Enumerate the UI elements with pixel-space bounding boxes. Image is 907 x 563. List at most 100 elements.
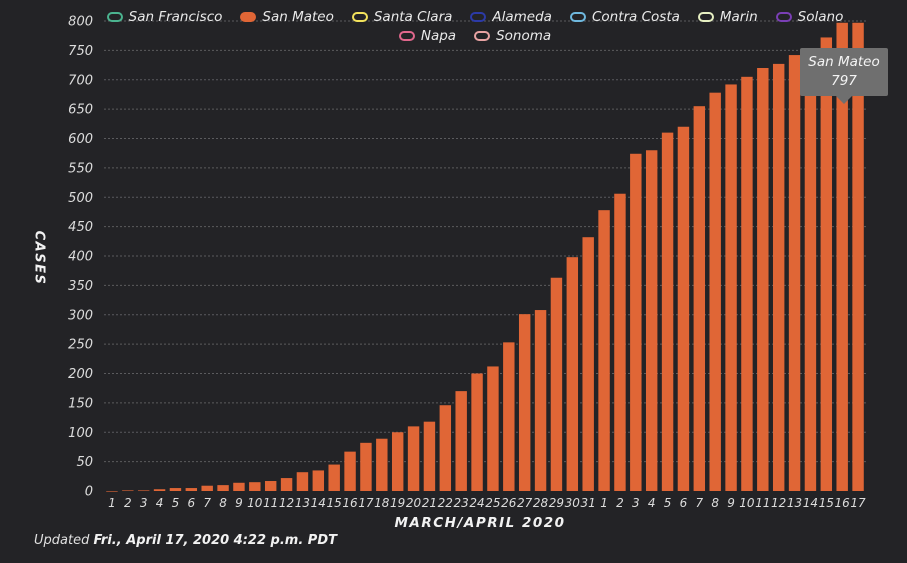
x-tick-label: 16: [342, 496, 358, 510]
bar[interactable]: [725, 84, 737, 491]
legend: San Francisco San Mateo Santa Clara Alameda…: [95, 9, 855, 44]
x-tick-label: 7: [203, 496, 211, 510]
x-tick-label: 27: [517, 496, 533, 510]
x-tick-label: 1: [600, 496, 608, 510]
bar[interactable]: [503, 342, 515, 491]
y-tick-label: 450: [68, 220, 93, 235]
x-tick-label: 17: [850, 496, 866, 510]
x-tick-label: 18: [374, 496, 390, 510]
x-tick-label: 9: [235, 496, 243, 510]
legend-swatch: [470, 12, 487, 22]
legend-item-contra-costa[interactable]: Contra Costa: [569, 9, 680, 25]
x-tick-label: 25: [485, 496, 500, 510]
legend-label: Alameda: [492, 9, 552, 25]
bar[interactable]: [280, 478, 293, 491]
bar[interactable]: [804, 49, 817, 491]
bar[interactable]: [788, 55, 801, 491]
bar[interactable]: [201, 485, 213, 491]
bar[interactable]: [582, 237, 594, 491]
bar[interactable]: [630, 153, 642, 491]
bar[interactable]: [709, 92, 721, 492]
bar[interactable]: [122, 490, 134, 492]
legend-item-sonoma[interactable]: Sonoma: [474, 28, 551, 44]
bar[interactable]: [360, 442, 372, 491]
gridlines: [104, 20, 866, 463]
legend-item-solano[interactable]: Solano: [775, 9, 844, 25]
bar[interactable]: [455, 391, 467, 491]
y-tick-label: 200: [68, 367, 93, 382]
x-tick-label: 14: [311, 496, 326, 510]
legend-item-alameda[interactable]: Alameda: [470, 9, 552, 25]
x-tick-label: 11: [755, 496, 770, 510]
bar[interactable]: [471, 373, 483, 492]
x-tick-label: 14: [803, 496, 818, 510]
x-axis-label: MARCH/APRIL 2020: [394, 515, 566, 531]
x-tick-label: 9: [727, 496, 735, 510]
x-tick-label: 4: [648, 496, 656, 510]
bar[interactable]: [661, 132, 674, 491]
bar[interactable]: [217, 485, 229, 491]
y-tick-label: 500: [68, 191, 93, 206]
bar[interactable]: [344, 451, 356, 491]
updated-prefix: Updated: [34, 533, 90, 548]
bar[interactable]: [487, 366, 499, 491]
bar[interactable]: [598, 210, 610, 492]
x-tick-label: 2: [124, 496, 132, 510]
bar[interactable]: [757, 68, 769, 491]
legend-swatch: [775, 12, 792, 22]
tooltip-value: 797: [831, 73, 857, 89]
x-tick-label: 31: [581, 496, 596, 510]
legend-item-napa[interactable]: Napa: [398, 28, 456, 44]
bar[interactable]: [836, 22, 848, 491]
bar[interactable]: [677, 126, 690, 491]
legend-swatch: [351, 12, 368, 22]
bar[interactable]: [264, 481, 277, 491]
legend-item-san-francisco[interactable]: San Francisco: [106, 9, 222, 25]
bar[interactable]: [153, 489, 166, 491]
bar[interactable]: [137, 490, 150, 492]
legend-swatch: [697, 12, 714, 22]
bar[interactable]: [423, 421, 436, 491]
y-tick-label: 650: [68, 103, 93, 118]
bar[interactable]: [312, 470, 325, 491]
x-tick-label: 24: [469, 496, 484, 510]
legend-item-san-mateo[interactable]: San Mateo: [240, 9, 334, 25]
bar[interactable]: [693, 106, 706, 491]
x-tick-label: 15: [327, 496, 342, 510]
y-tick-label: 100: [68, 426, 93, 441]
y-tick-label: 400: [68, 250, 93, 265]
bar[interactable]: [439, 405, 452, 491]
x-tick-label: 28: [533, 496, 549, 510]
bar[interactable]: [772, 63, 785, 491]
bar[interactable]: [820, 37, 833, 491]
x-tick-label: 23: [454, 496, 469, 510]
bar[interactable]: [407, 426, 420, 491]
updated-date: Fri., April 17, 2020 4:22 p.m. PDT: [93, 533, 337, 548]
bar[interactable]: [106, 491, 118, 492]
bar[interactable]: [852, 22, 864, 491]
bar[interactable]: [249, 482, 261, 491]
bar[interactable]: [741, 76, 753, 491]
bar[interactable]: [550, 277, 563, 491]
legend-item-marin[interactable]: Marin: [697, 9, 758, 25]
x-tick-label: 3: [632, 496, 640, 510]
x-tick-label: 8: [219, 496, 227, 510]
bar[interactable]: [518, 314, 531, 491]
y-tick-label: 250: [68, 338, 93, 353]
bar[interactable]: [169, 488, 182, 491]
bar[interactable]: [185, 488, 198, 491]
bar[interactable]: [296, 472, 309, 491]
bar[interactable]: [614, 193, 626, 491]
bar[interactable]: [645, 150, 658, 491]
bar[interactable]: [233, 482, 245, 491]
bar[interactable]: [534, 310, 547, 491]
bar[interactable]: [566, 257, 579, 491]
y-tick-label: 0: [85, 485, 93, 500]
bar[interactable]: [328, 464, 340, 491]
bar[interactable]: [391, 432, 404, 491]
legend-item-santa-clara[interactable]: Santa Clara: [351, 9, 452, 25]
y-tick-label: 150: [68, 396, 93, 411]
bar[interactable]: [376, 438, 388, 491]
legend-label: Solano: [797, 9, 844, 25]
y-tick-label: 750: [68, 44, 93, 59]
